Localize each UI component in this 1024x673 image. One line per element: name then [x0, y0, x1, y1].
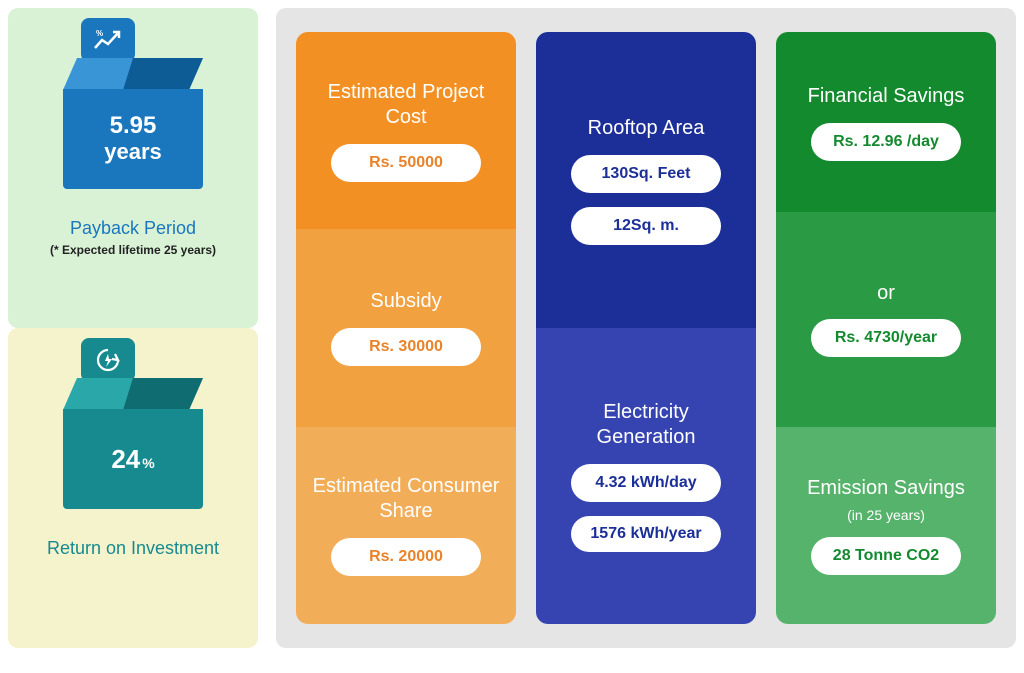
payback-cube: % .left-card.top .speech::after{border-t…	[63, 58, 203, 198]
chart-growth-icon: %	[81, 18, 135, 62]
energy-cycle-icon	[81, 338, 135, 382]
svg-text:%: %	[96, 29, 103, 38]
consumer-share-value: Rs. 20000	[331, 538, 481, 576]
roi-card: .left-card.bottom .speech::after{border-…	[8, 328, 258, 648]
payback-label: Payback Period	[70, 218, 196, 239]
project-cost-title: Estimated Project Cost	[312, 80, 500, 130]
roi-unit: %	[142, 455, 154, 471]
consumer-share-title: Estimated Consumer Share	[312, 474, 500, 524]
payback-unit: years	[104, 139, 162, 165]
rooftop-area-m: 12Sq. m.	[571, 207, 721, 245]
cost-column: Estimated Project Cost Rs. 50000 Subsidy…	[296, 32, 516, 624]
fin-savings-year: Rs. 4730/year	[811, 319, 961, 357]
fin-savings-title: Financial Savings	[808, 84, 965, 109]
subsidy-title: Subsidy	[370, 289, 441, 314]
or-text: or	[877, 282, 895, 305]
roi-value: 24	[111, 444, 140, 475]
left-column: % .left-card.top .speech::after{border-t…	[8, 8, 258, 648]
roi-cube: .left-card.bottom .speech::after{border-…	[63, 378, 203, 518]
subsidy-value: Rs. 30000	[331, 328, 481, 366]
rooftop-area-title: Rooftop Area	[588, 116, 705, 141]
right-panel: Estimated Project Cost Rs. 50000 Subsidy…	[276, 8, 1016, 648]
emission-value: 28 Tonne CO2	[811, 537, 961, 575]
payback-value: 5.95	[110, 113, 157, 139]
area-generation-column: Rooftop Area 130Sq. Feet 12Sq. m. Electr…	[536, 32, 756, 624]
roi-label: Return on Investment	[47, 538, 219, 559]
emission-title: Emission Savings	[807, 476, 965, 501]
electricity-gen-title: Electricity Generation	[552, 400, 740, 450]
electricity-gen-year: 1576 kWh/year	[571, 516, 721, 552]
project-cost-value: Rs. 50000	[331, 144, 481, 182]
savings-column: Financial Savings Rs. 12.96 /day or Rs. …	[776, 32, 996, 624]
rooftop-area-feet: 130Sq. Feet	[571, 155, 721, 193]
fin-savings-day: Rs. 12.96 /day	[811, 123, 961, 161]
emission-subtitle: (in 25 years)	[847, 507, 925, 523]
payback-card: % .left-card.top .speech::after{border-t…	[8, 8, 258, 328]
payback-note: (* Expected lifetime 25 years)	[50, 243, 216, 257]
dashboard-container: % .left-card.top .speech::after{border-t…	[8, 8, 1016, 648]
electricity-gen-day: 4.32 kWh/day	[571, 464, 721, 502]
